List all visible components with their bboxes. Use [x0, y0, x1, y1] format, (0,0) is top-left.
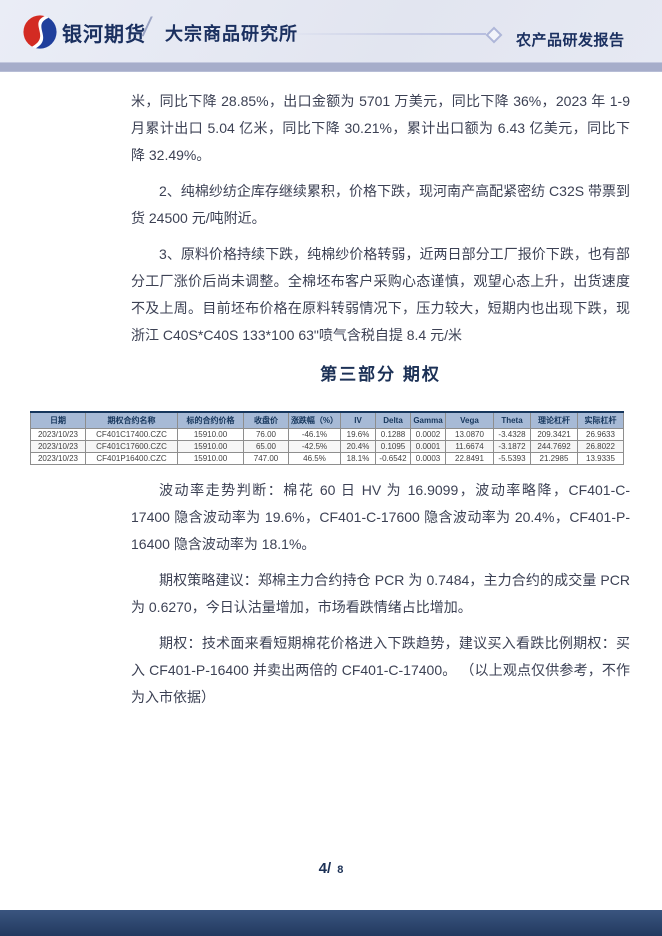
table-cell: CF401P16400.CZC [85, 452, 178, 465]
page-number: 4/8 [0, 860, 662, 878]
brand-separator: / [143, 12, 151, 42]
galaxy-futures-logo-icon [23, 15, 57, 49]
options-table: 日期 期权合约名称 标的合约价格 收盘价 涨跌幅（%） IV Delta Gamma Vega T… [30, 411, 624, 465]
paragraph: 期权：技术面来看短期棉花价格进入下跌趋势，建议买入看跌比例期权：买入 CF401… [131, 635, 630, 705]
table-cell: 15910.00 [177, 452, 244, 465]
table-cell: 209.3421 [530, 428, 578, 441]
paragraph: 波动率走势判断：棉花 60 日 HV 为 16.9099，波动率略降，CF401… [131, 482, 630, 552]
table-cell: 11.6674 [445, 440, 494, 453]
brand-title: 银河期货 [62, 24, 146, 46]
table-cell: 13.0870 [445, 428, 494, 441]
table-cell: 46.5% [288, 452, 341, 465]
table-cell: CF401C17600.CZC [85, 440, 178, 453]
table-cell: 20.4% [340, 440, 376, 453]
table-cell: 2023/10/23 [30, 440, 86, 453]
paragraph: 3、原料价格持续下跌，纯棉纱价格转弱，近两日部分工厂报价下跌，也有部分工厂涨价后… [131, 246, 630, 343]
table-cell: 0.0002 [410, 428, 446, 441]
options-table-wrapper: 日期 期权合约名称 标的合约价格 收盘价 涨跌幅（%） IV Delta Gamma Vega T… [30, 411, 624, 465]
footer-bar [0, 910, 662, 936]
paragraph: 期权策略建议：郑棉主力合约持仓 PCR 为 0.7484，主力合约的成交量 PC… [131, 572, 630, 615]
table-cell: 0.0003 [410, 452, 446, 465]
table-cell: -42.5% [288, 440, 341, 453]
table-header-cell: IV [340, 411, 376, 429]
page-total: 8 [337, 864, 344, 876]
table-header-cell: Delta [375, 411, 411, 429]
table-cell: 76.00 [243, 428, 289, 441]
paragraph: 2、纯棉纱纺企库存继续累积，价格下跌，现河南产高配紧密纺 C32S 带票到货 2… [131, 183, 630, 226]
table-cell: 21.2985 [530, 452, 578, 465]
section-title: 第三部分 期权 [320, 365, 441, 384]
table-cell: -5.5393 [493, 452, 531, 465]
table-cell: -0.6542 [375, 452, 411, 465]
table-cell: 2023/10/23 [30, 428, 86, 441]
table-cell: 26.9633 [577, 428, 624, 441]
table-cell: 22.8491 [445, 452, 494, 465]
table-cell: 19.6% [340, 428, 376, 441]
table-row: 2023/10/23 CF401C17400.CZC 15910.00 76.00 -4… [30, 428, 624, 441]
table-cell: CF401C17400.CZC [85, 428, 178, 441]
table-row: 2023/10/23 CF401P16400.CZC 15910.00 747.00 4… [30, 452, 624, 465]
table-header-row: 日期 期权合约名称 标的合约价格 收盘价 涨跌幅（%） IV Delta Gamma Vega T… [30, 411, 624, 429]
table-header-cell: Gamma [410, 411, 446, 429]
table-cell: 26.8022 [577, 440, 624, 453]
header-divider-line [292, 33, 486, 35]
table-row: 2023/10/23 CF401C17600.CZC 15910.00 65.00 -4… [30, 440, 624, 453]
table-cell: 0.1288 [375, 428, 411, 441]
report-type-label: 农产品研发报告 [516, 32, 625, 49]
table-header-cell: 收盘价 [243, 411, 289, 429]
body-text-block: 米，同比下降 28.85%，出口金额为 5701 万美元，同比下降 36%，20… [131, 88, 630, 358]
table-header-cell: 实际杠杆 [577, 411, 624, 429]
table-cell: -46.1% [288, 428, 341, 441]
table-header-cell: Theta [493, 411, 531, 429]
table-cell: 0.1095 [375, 440, 411, 453]
table-cell: -3.1872 [493, 440, 531, 453]
table-header-cell: 期权合约名称 [85, 411, 178, 429]
table-cell: 2023/10/23 [30, 452, 86, 465]
institute-title: 大宗商品研究所 [165, 24, 298, 44]
paragraph: 米，同比下降 28.85%，出口金额为 5701 万美元，同比下降 36%，20… [131, 93, 630, 163]
header-band [0, 62, 662, 72]
table-header-cell: 标的合约价格 [177, 411, 244, 429]
table-cell: 18.1% [340, 452, 376, 465]
table-cell: -3.4328 [493, 428, 531, 441]
table-header-cell: 理论杠杆 [530, 411, 578, 429]
table-header-cell: 日期 [30, 411, 86, 429]
page-current: 4/ [318, 860, 332, 877]
analysis-text-block: 波动率走势判断：棉花 60 日 HV 为 16.9099，波动率略降，CF401… [131, 477, 630, 720]
diamond-icon [485, 26, 503, 44]
page-header: 银河期货 / 大宗商品研究所 农产品研发报告 [0, 0, 662, 62]
table-cell: 13.9335 [577, 452, 624, 465]
table-cell: 15910.00 [177, 440, 244, 453]
table-header-cell: 涨跌幅（%） [288, 411, 341, 429]
table-cell: 244.7692 [530, 440, 578, 453]
table-cell: 747.00 [243, 452, 289, 465]
table-cell: 65.00 [243, 440, 289, 453]
table-cell: 15910.00 [177, 428, 244, 441]
table-header-cell: Vega [445, 411, 494, 429]
table-cell: 0.0001 [410, 440, 446, 453]
